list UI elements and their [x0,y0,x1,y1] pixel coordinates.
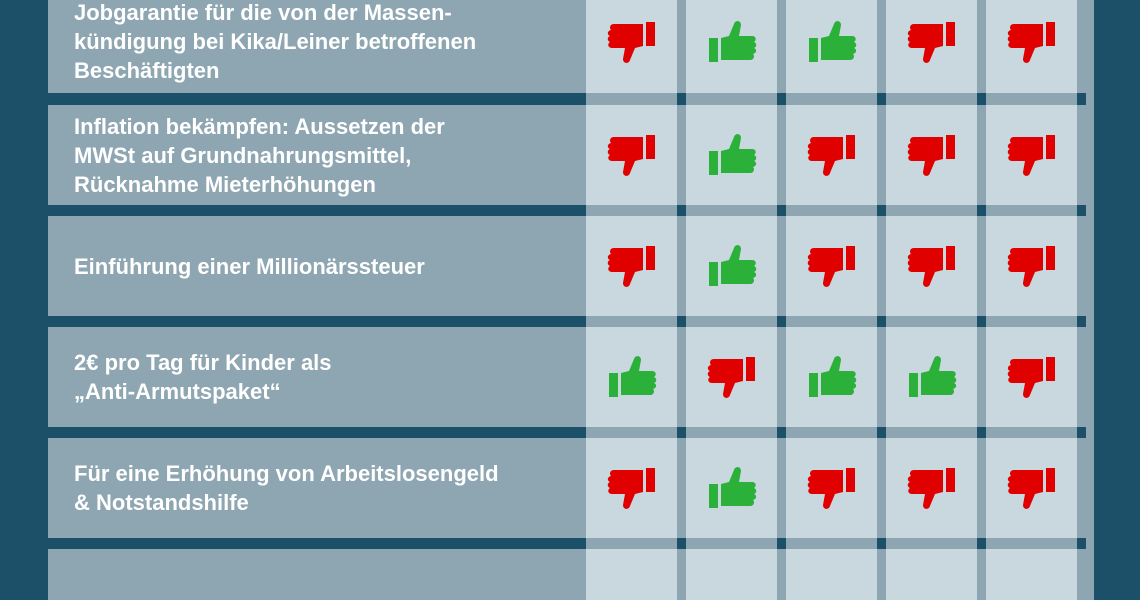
thumbs-down-icon [907,20,957,64]
thumbs-up-icon [607,355,657,399]
vote-cell [886,105,977,205]
vote-cell [686,0,777,93]
row-separator [586,538,1094,549]
vote-cell [586,438,677,538]
thumbs-up-icon [707,133,757,177]
row-label-cell: Inflation bekämpfen: Aussetzen der MWSt … [48,105,586,205]
vote-cell [886,327,977,427]
vote-cell [686,327,777,427]
vote-cell [586,216,677,316]
grid-intersection [877,93,886,105]
row-label-cell: 2€ pro Tag für Kinder als „Anti-Armutspa… [48,327,586,427]
grid-intersection [977,93,986,105]
grid-intersection [977,316,986,327]
thumbs-up-icon [807,20,857,64]
vote-cell [686,438,777,538]
grid-intersection [677,93,686,105]
thumbs-down-icon [807,133,857,177]
vote-cell [786,216,877,316]
thumbs-down-icon [707,355,757,399]
grid-intersection [1077,205,1086,216]
thumbs-down-icon [807,466,857,510]
row-label-cell [48,549,586,600]
vote-cell [886,438,977,538]
row-separator [586,93,1094,105]
grid-intersection [777,427,786,438]
grid-intersection [677,316,686,327]
vote-cell [786,549,877,600]
grid-intersection [777,93,786,105]
thumbs-down-icon [1007,133,1057,177]
vote-cell [686,216,777,316]
grid-intersection [777,538,786,549]
grid-intersection [977,427,986,438]
thumbs-down-icon [907,244,957,288]
grid-intersection [677,205,686,216]
grid-intersection [677,427,686,438]
vote-cell [986,327,1077,427]
row-label: Inflation bekämpfen: Aussetzen der MWSt … [74,113,445,197]
grid-intersection [1077,316,1086,327]
vote-cell [786,105,877,205]
grid-intersection [777,205,786,216]
vote-cell [886,216,977,316]
vote-cell [686,105,777,205]
row-label-cell: Für eine Erhöhung von Arbeitslosengeld &… [48,438,586,538]
thumbs-down-icon [907,466,957,510]
row-separator [586,205,1094,216]
grid-intersection [977,205,986,216]
thumbs-down-icon [1007,244,1057,288]
thumbs-down-icon [907,133,957,177]
grid-intersection [977,538,986,549]
grid-intersection [777,316,786,327]
thumbs-down-icon [1007,20,1057,64]
thumbs-down-icon [607,244,657,288]
grid-intersection [677,538,686,549]
vote-cell [986,549,1077,600]
row-separator [586,427,1094,438]
vote-cell [586,105,677,205]
vote-cell [986,216,1077,316]
grid-intersection [1077,93,1086,105]
vote-cell [786,0,877,93]
grid-intersection [877,205,886,216]
vote-cell [986,0,1077,93]
vote-cell [986,438,1077,538]
thumbs-up-icon [907,355,957,399]
thumbs-up-icon [707,20,757,64]
thumbs-down-icon [1007,355,1057,399]
row-label: Jobgarantie für die von der Massen- künd… [74,0,477,83]
row-label-cell: Jobgarantie für die von der Massen- künd… [48,0,586,93]
vote-cell [786,327,877,427]
vote-cell [886,0,977,93]
grid-intersection [1077,427,1086,438]
vote-cell [686,549,777,600]
thumbs-up-icon [707,466,757,510]
vote-cell [986,105,1077,205]
thumbs-up-icon [807,355,857,399]
row-label: 2€ pro Tag für Kinder als „Anti-Armutspa… [74,350,332,404]
grid-intersection [1077,538,1086,549]
vote-cell [786,438,877,538]
row-separator [586,316,1094,327]
thumbs-down-icon [607,20,657,64]
thumbs-down-icon [1007,466,1057,510]
thumbs-down-icon [607,466,657,510]
grid-intersection [877,538,886,549]
vote-cell [886,549,977,600]
grid-intersection [877,316,886,327]
vote-cell [586,327,677,427]
vote-cell [586,549,677,600]
row-label: Für eine Erhöhung von Arbeitslosengeld &… [74,461,499,515]
thumbs-up-icon [707,244,757,288]
thumbs-down-icon [607,133,657,177]
vote-cell [586,0,677,93]
row-label-cell: Einführung einer Millionärssteuer [48,216,586,316]
thumbs-down-icon [807,244,857,288]
row-label: Einführung einer Millionärssteuer [74,253,425,279]
grid-intersection [877,427,886,438]
